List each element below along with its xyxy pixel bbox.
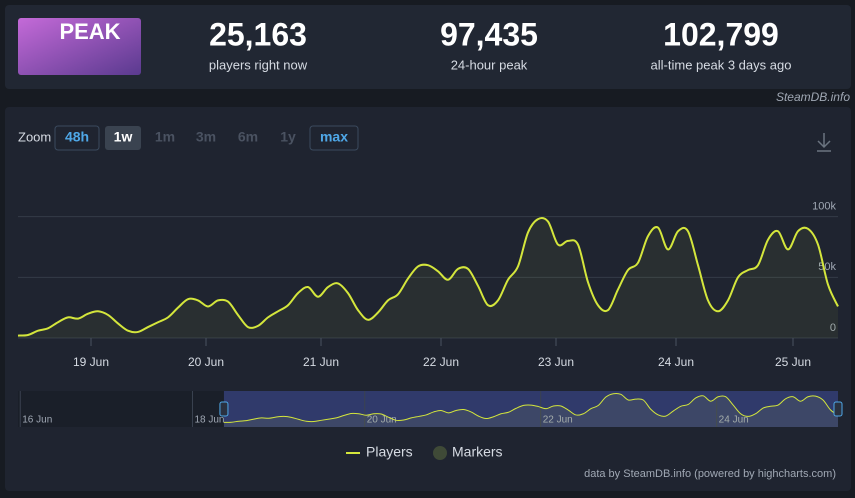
zoom-label: Zoom bbox=[18, 129, 51, 144]
game-logo[interactable] bbox=[18, 18, 141, 75]
stat-label: players right now bbox=[209, 57, 308, 72]
legend-swatch bbox=[433, 446, 447, 460]
logo-text: PEAK bbox=[59, 19, 120, 44]
x-tick-label: 21 Jun bbox=[303, 355, 339, 369]
navigator-label: 20 Jun bbox=[367, 415, 397, 426]
zoom-option[interactable]: 3m bbox=[196, 129, 216, 145]
download-icon[interactable] bbox=[817, 133, 831, 152]
stat-value: 25,163 bbox=[209, 16, 307, 52]
y-tick-label: 0 bbox=[830, 322, 836, 334]
zoom-button[interactable] bbox=[105, 126, 141, 150]
x-tick-label: 23 Jun bbox=[538, 355, 574, 369]
x-tick-label: 25 Jun bbox=[775, 355, 811, 369]
stats-card bbox=[5, 5, 851, 89]
navigator-label: 24 Jun bbox=[719, 415, 749, 426]
zoom-button[interactable] bbox=[54, 125, 100, 151]
zoom-option[interactable]: 48h bbox=[65, 129, 89, 145]
navigator-label: 16 Jun bbox=[22, 415, 52, 426]
stat-value: 102,799 bbox=[663, 16, 779, 52]
stat-label: all-time peak 3 days ago bbox=[651, 57, 792, 72]
navigator-label: 18 Jun bbox=[194, 415, 224, 426]
zoom-option[interactable]: 1w bbox=[114, 129, 133, 145]
y-tick-label: 100k bbox=[812, 201, 836, 213]
area bbox=[18, 217, 838, 338]
credits[interactable]: data by SteamDB.info (powered by highcha… bbox=[584, 468, 836, 480]
zoom-option[interactable]: 6m bbox=[238, 129, 258, 145]
download-arrow bbox=[817, 133, 831, 152]
stat-label: 24-hour peak bbox=[451, 57, 528, 72]
x-tick-label: 22 Jun bbox=[423, 355, 459, 369]
legend-label[interactable]: Players bbox=[366, 444, 413, 460]
navigator-handle[interactable] bbox=[833, 401, 843, 417]
navigator-label: 22 Jun bbox=[543, 415, 573, 426]
zoom-option[interactable]: 1y bbox=[280, 129, 296, 145]
line bbox=[17, 216, 839, 337]
navigator-line bbox=[223, 392, 839, 423]
source[interactable]: SteamDB.info bbox=[776, 90, 850, 104]
x-tick-label: 19 Jun bbox=[73, 355, 109, 369]
zoom-option[interactable]: max bbox=[320, 129, 348, 145]
navigator-area bbox=[223, 393, 839, 427]
zoom-option[interactable]: 1m bbox=[155, 129, 175, 145]
x-tick-label: 24 Jun bbox=[658, 355, 694, 369]
legend-label[interactable]: Markers bbox=[452, 444, 503, 460]
navigator-handle[interactable] bbox=[219, 401, 229, 417]
zoom-button[interactable] bbox=[309, 125, 359, 151]
navigator-selection[interactable] bbox=[223, 391, 839, 427]
stat-value: 97,435 bbox=[440, 16, 538, 52]
x-tick-label: 20 Jun bbox=[188, 355, 224, 369]
